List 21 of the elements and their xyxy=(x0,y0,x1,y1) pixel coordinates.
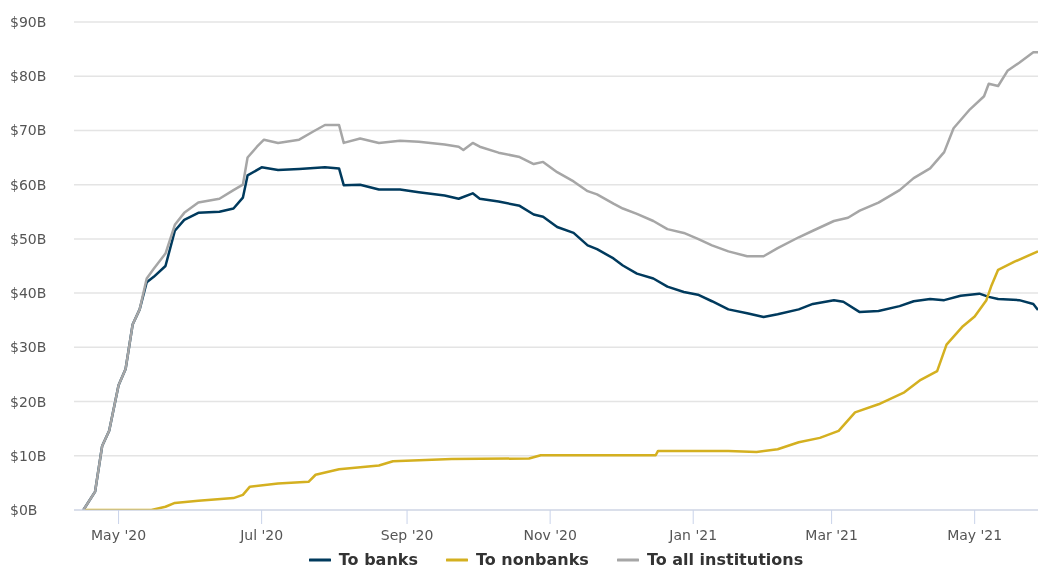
y-tick-label: $80B xyxy=(10,68,47,85)
x-tick-label: Nov '20 xyxy=(523,526,577,543)
y-tick-label: $50B xyxy=(10,230,47,247)
y-tick-label: $60B xyxy=(10,176,47,193)
line-series xyxy=(82,51,1038,510)
y-tick-label: $40B xyxy=(10,285,47,302)
y-tick-label: $90B xyxy=(10,13,47,30)
x-tick-label: Jan '21 xyxy=(668,526,718,543)
legend-label: To banks xyxy=(338,550,418,569)
legend-label: To nonbanks xyxy=(475,550,589,569)
x-tick-label: May '21 xyxy=(947,526,1003,543)
y-tick-label: $0B xyxy=(10,501,38,518)
y-tick-label: $10B xyxy=(10,447,47,464)
y-tick-label: $70B xyxy=(10,122,47,139)
x-tick-label: Mar '21 xyxy=(805,526,858,543)
x-tick-label: Jul '20 xyxy=(239,526,284,543)
x-tick-label: Sep '20 xyxy=(380,526,434,543)
x-tick-label: May '20 xyxy=(91,526,147,543)
y-tick-label: $30B xyxy=(10,339,47,356)
y-tick-label: $20B xyxy=(10,393,47,410)
legend-label: To all institutions xyxy=(646,550,804,569)
